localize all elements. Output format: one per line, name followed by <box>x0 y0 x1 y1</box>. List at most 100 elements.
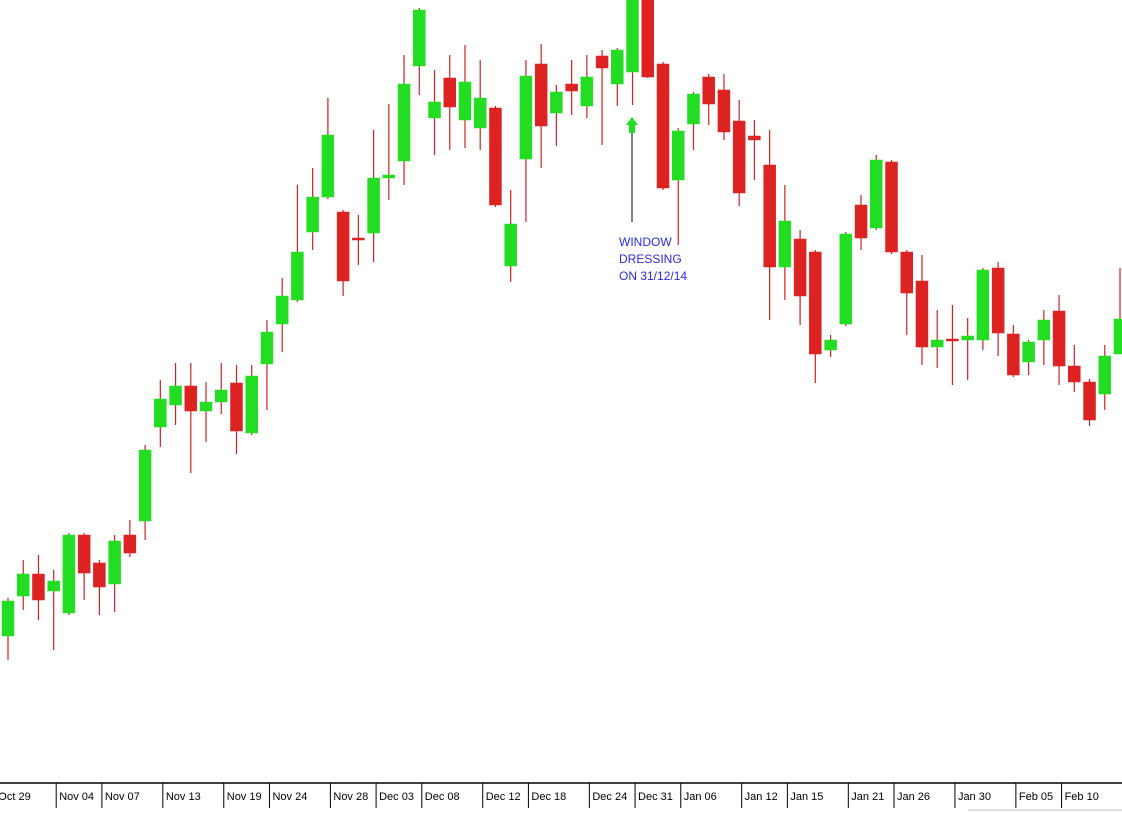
candle-body <box>458 81 472 121</box>
candle-body <box>1052 310 1066 367</box>
candle-body <box>702 76 715 105</box>
candle-body <box>397 83 411 162</box>
candle-body <box>930 339 944 348</box>
candle-body <box>306 196 319 233</box>
x-tick-label: Nov 24 <box>272 791 307 803</box>
candle-body <box>93 562 106 588</box>
candle-body <box>138 449 152 522</box>
x-tick-label: Jan 12 <box>745 791 778 803</box>
candle-body <box>123 534 137 554</box>
candle-body <box>1098 355 1112 395</box>
candle-body <box>885 161 898 253</box>
candle-body <box>854 204 868 239</box>
candle-body <box>336 211 350 282</box>
candle-body <box>793 238 807 297</box>
x-tick-label: Nov 19 <box>227 791 262 803</box>
x-tick-label: Dec 31 <box>638 791 673 803</box>
candle-body <box>47 580 60 592</box>
candle-body <box>611 49 624 85</box>
candle-body <box>154 398 167 428</box>
candle-body <box>291 251 304 301</box>
candles <box>1 0 1122 660</box>
x-tick-label: Dec 24 <box>592 791 627 803</box>
candle-body <box>732 120 746 194</box>
candle-body <box>321 134 335 198</box>
candle-body <box>626 0 639 73</box>
annotation-text: ON 31/12/14 <box>619 269 687 283</box>
annotation-text: DRESSING <box>619 252 682 266</box>
x-tick-label: Dec 18 <box>531 791 566 803</box>
x-tick-label: Dec 08 <box>425 791 460 803</box>
x-tick-label: Jan 30 <box>958 791 991 803</box>
candle-body <box>504 223 517 267</box>
candle-body <box>1068 365 1081 383</box>
candle-body <box>230 382 243 432</box>
candle-body <box>382 174 396 179</box>
candle-body <box>595 55 609 69</box>
candle-body <box>428 101 441 119</box>
x-tick-label: Feb 10 <box>1065 791 1099 803</box>
candle-body <box>565 83 578 92</box>
candle-body <box>915 280 929 348</box>
candle-body <box>413 9 426 67</box>
candle-body <box>489 107 502 206</box>
candle-body <box>77 534 91 574</box>
x-tick-label: Jan 15 <box>790 791 823 803</box>
x-tick-label: Nov 13 <box>166 791 201 803</box>
x-tick-label: Jan 21 <box>851 791 884 803</box>
x-tick-label: Jan 26 <box>897 791 930 803</box>
candle-body <box>656 63 670 189</box>
candle-body <box>245 375 258 434</box>
x-tick-label: Oct 29 <box>0 791 31 803</box>
candle-body <box>215 389 228 403</box>
candle-body <box>900 251 913 294</box>
candle-body <box>961 335 974 341</box>
candle-body <box>352 237 365 241</box>
x-tick-label: Feb 05 <box>1019 791 1053 803</box>
x-tick-label: Jan 06 <box>684 791 717 803</box>
candle-body <box>1022 341 1035 363</box>
candle-body <box>687 93 700 125</box>
candle-body <box>839 233 853 325</box>
x-tick-label: Nov 07 <box>105 791 140 803</box>
candle-body <box>717 89 731 133</box>
candle-body <box>367 177 380 234</box>
candle-body <box>671 130 685 181</box>
candle-body <box>763 164 776 268</box>
candle-body <box>748 135 761 141</box>
x-tick-label: Dec 12 <box>486 791 521 803</box>
candle-body <box>580 76 594 107</box>
candle-body <box>641 0 655 78</box>
candle-body <box>184 385 198 412</box>
candle-body <box>108 540 121 585</box>
candle-body <box>1007 333 1020 376</box>
candle-body <box>62 534 76 614</box>
candle-body <box>519 75 533 160</box>
candle-body <box>443 77 457 108</box>
annotation-text: WINDOW <box>619 235 672 249</box>
candle-body <box>1083 381 1096 421</box>
candle-body <box>260 331 274 365</box>
candle-body <box>1113 318 1122 355</box>
candle-body <box>550 91 563 114</box>
candle-body <box>199 401 213 412</box>
candle-body <box>169 385 182 406</box>
annotation-arrow <box>626 117 638 133</box>
candle-body <box>32 573 45 601</box>
candle-body <box>809 251 822 355</box>
candle-body <box>946 338 959 342</box>
candle-body <box>824 339 837 351</box>
candle-body <box>16 573 30 597</box>
x-tick-label: Nov 04 <box>59 791 94 803</box>
candle-body <box>1 600 15 637</box>
candle-body <box>976 269 990 341</box>
x-tick-label: Dec 03 <box>379 791 414 803</box>
candle-body <box>473 97 487 129</box>
candle-body <box>534 63 548 127</box>
candle-body <box>991 267 1005 334</box>
candle-body <box>275 295 289 325</box>
candle-body <box>778 220 792 268</box>
candle-body <box>870 159 883 229</box>
candle-body <box>1037 319 1051 341</box>
